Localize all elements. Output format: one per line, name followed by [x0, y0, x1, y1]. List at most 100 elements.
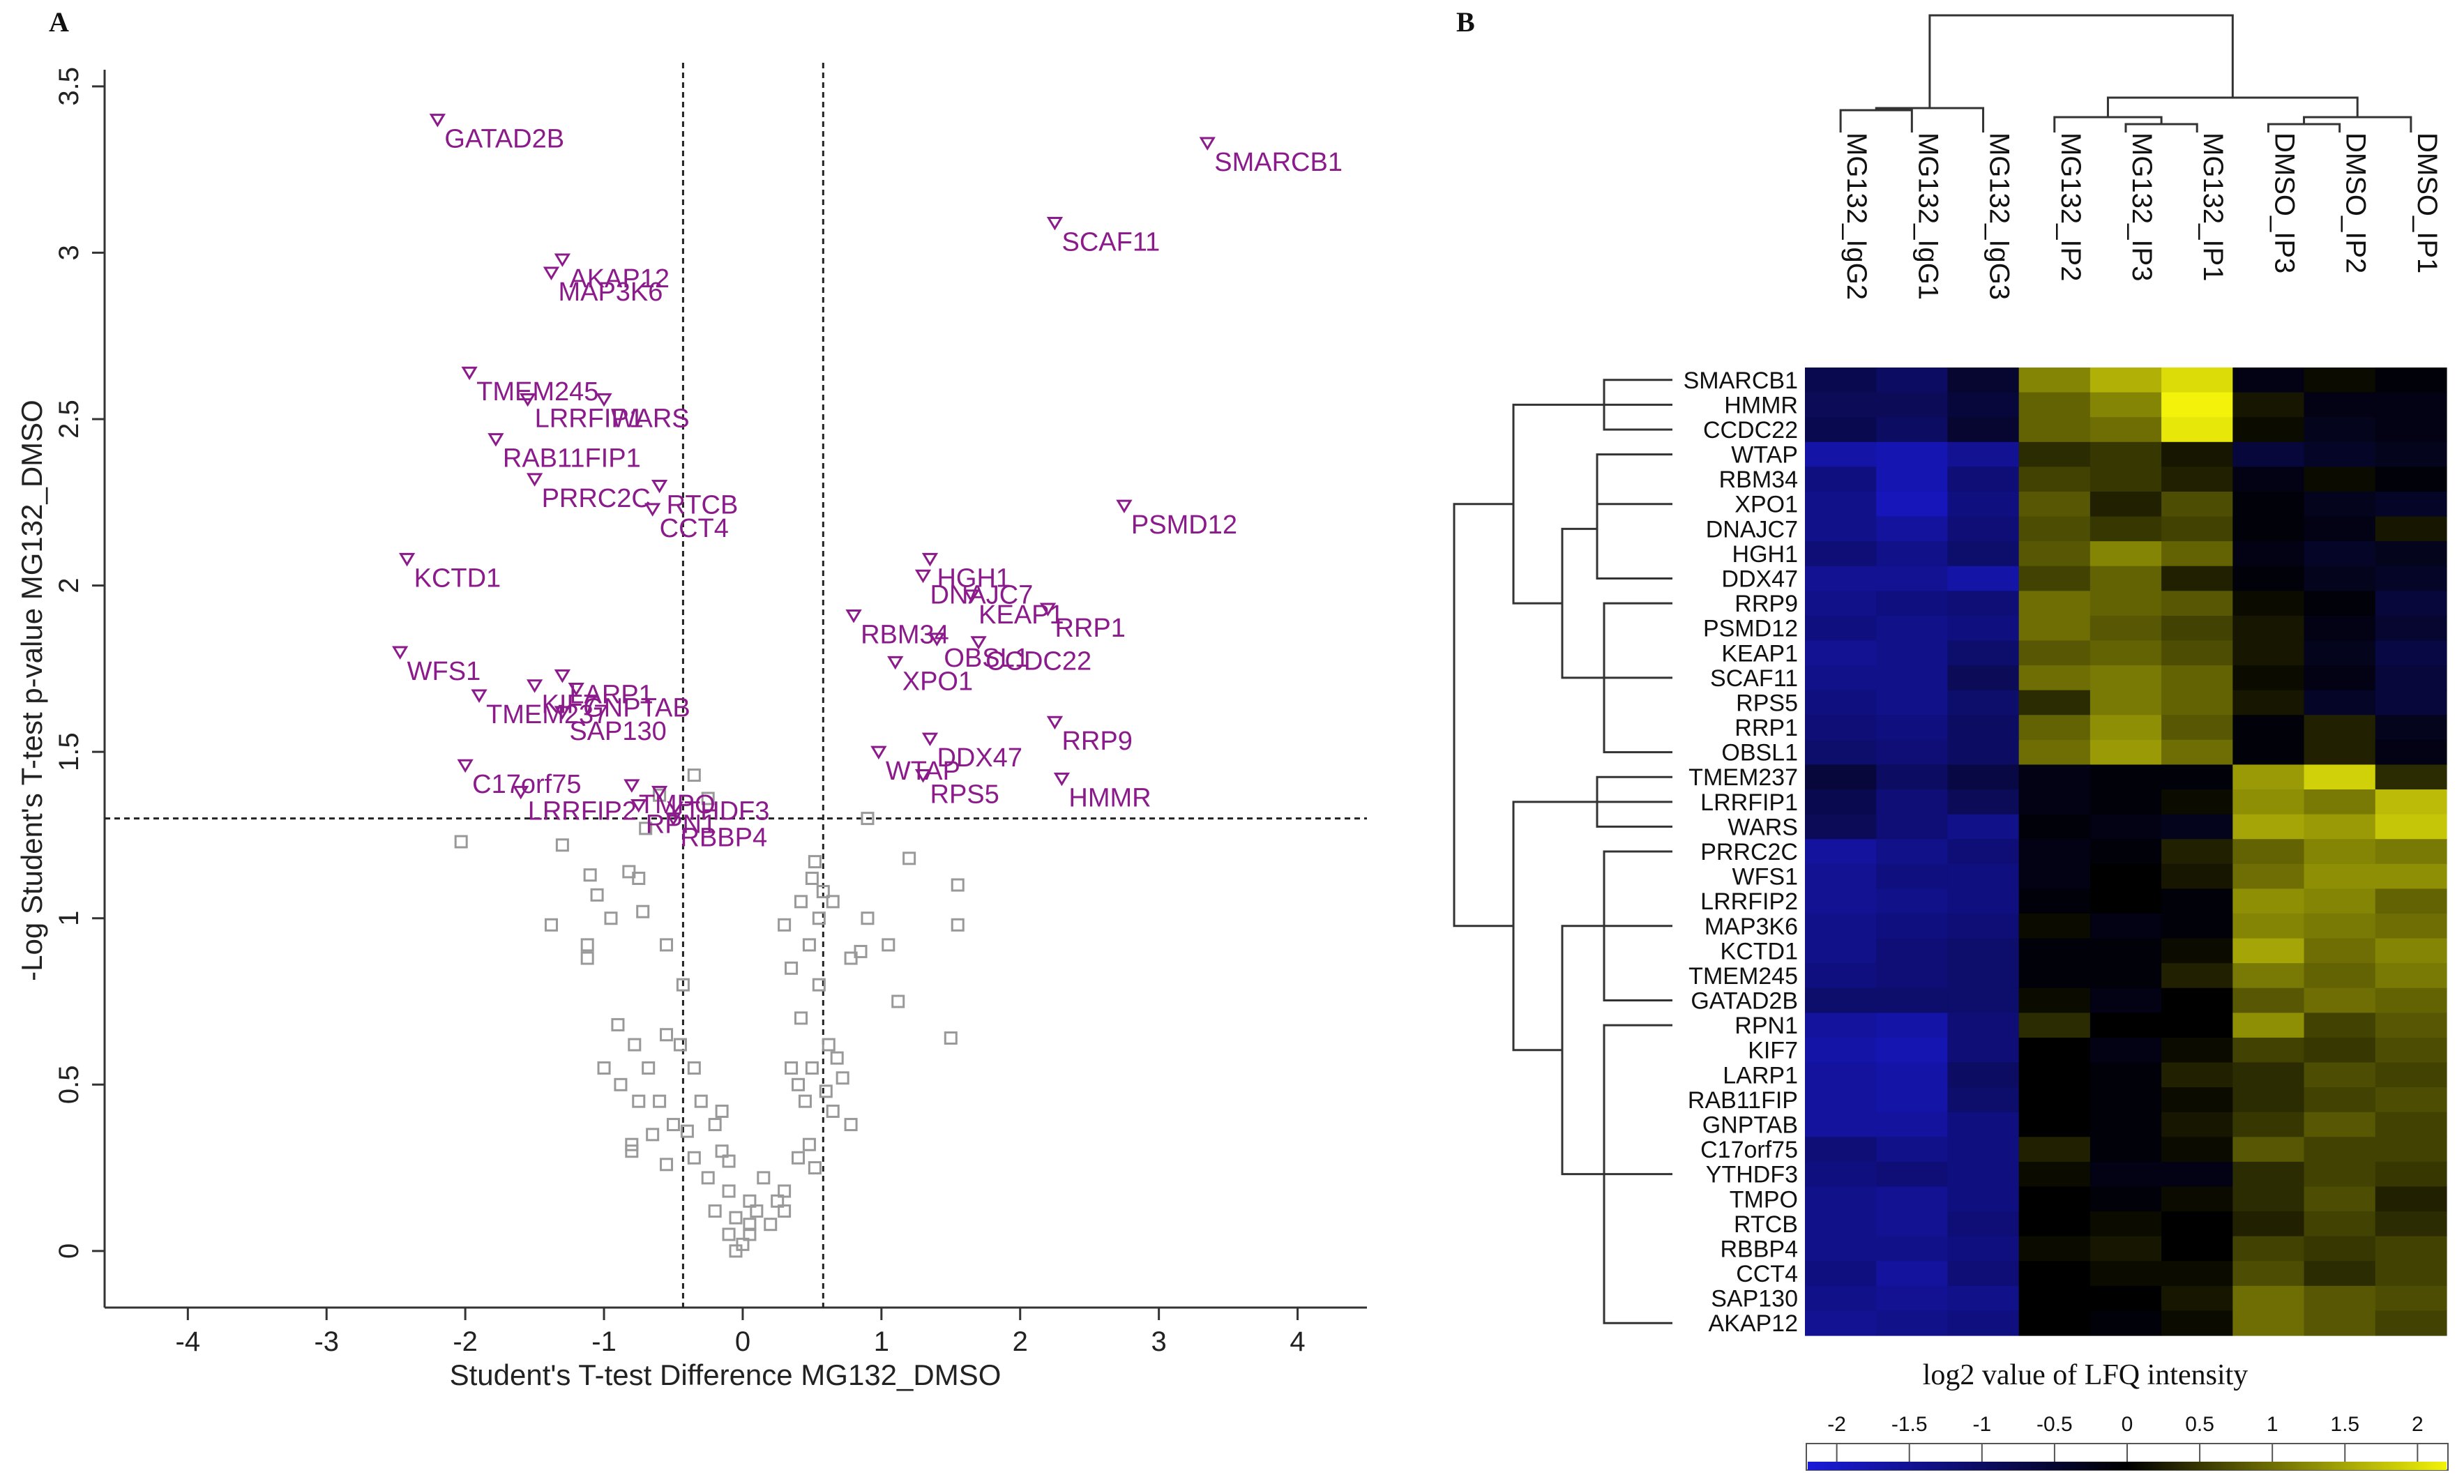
ns-point: [743, 1227, 757, 1241]
gene-label: HGH1: [937, 563, 1011, 593]
heatmap-cell: [1805, 591, 1877, 616]
heatmap-cell: [1947, 863, 2020, 889]
sig-point: [651, 479, 668, 494]
heatmap-cell: [1805, 541, 1877, 567]
row-label: RBM34: [1719, 467, 1798, 493]
heatmap-cell: [2304, 1137, 2376, 1163]
gene-label: PRRC2C: [542, 484, 651, 513]
heatmap-cell: [1876, 764, 1949, 790]
ns-point: [614, 1077, 628, 1091]
ns-point: [812, 978, 826, 992]
ns-point: [639, 821, 653, 835]
heatmap-cell: [2018, 640, 2091, 666]
heatmap-cell: [1805, 1037, 1877, 1063]
heatmap-cell: [1805, 467, 1877, 492]
heatmap-cell: [2304, 715, 2376, 741]
dendro-branch: [1453, 503, 1513, 927]
ns-point: [743, 1218, 757, 1232]
heatmap-cell: [2089, 888, 2162, 914]
ns-point: [792, 1077, 806, 1091]
heatmap-cell: [2089, 814, 2162, 840]
ns-point: [891, 994, 905, 1008]
heatmap-cell: [2018, 441, 2091, 467]
ns-point: [816, 885, 830, 899]
heatmap-cell: [1947, 1087, 2020, 1113]
heatmap-cell: [1876, 591, 1949, 616]
sig-point: [887, 656, 904, 670]
ns-point: [580, 951, 594, 965]
heatmap-cell: [2089, 1261, 2162, 1287]
heatmap-cell: [1876, 541, 1949, 567]
heatmap-cell: [1947, 963, 2020, 989]
heatmap-cell: [1876, 1161, 1949, 1188]
heatmap-cell: [2018, 1137, 2091, 1163]
panel-a-letter: A: [49, 6, 69, 38]
sig-point: [1116, 499, 1133, 513]
gene-label: RPN1: [646, 810, 716, 840]
heatmap-cell: [2375, 467, 2447, 492]
row-label: RRP1: [1734, 715, 1798, 741]
heatmap-cell: [1805, 665, 1877, 691]
heatmap-cell: [1876, 839, 1949, 865]
heatmap-cell: [2232, 368, 2305, 393]
heatmap-cell: [2089, 1112, 2162, 1137]
heatmap-cell: [2089, 516, 2162, 542]
x-tick-label: -2: [453, 1326, 478, 1357]
heatmap-cell: [1947, 467, 2020, 492]
heatmap-cell: [2375, 541, 2447, 567]
heatmap-cell: [1805, 417, 1877, 443]
colorbar-tick-label: -2: [1827, 1413, 1846, 1436]
column-label: MG132_IP3: [2126, 132, 2157, 281]
heatmap-cell: [2089, 764, 2162, 790]
heatmap-cell: [2232, 1087, 2305, 1113]
ns-point: [805, 871, 819, 885]
heatmap-cell: [2089, 591, 2162, 616]
row-label: CCT4: [1736, 1261, 1798, 1287]
heatmap-cell: [2304, 1285, 2376, 1312]
colorbar-legend: log2 value of LFQ intensity -2 -1.5 -1 -0.5…: [1806, 1359, 2449, 1471]
row-label: SCAF11: [1710, 665, 1798, 692]
ns-point: [590, 888, 604, 902]
heatmap-cell: [2089, 1062, 2162, 1088]
heatmap-cell: [1876, 640, 1949, 666]
row-label: C17orf75: [1700, 1137, 1798, 1163]
heatmap-cell: [2089, 491, 2162, 517]
sig-point: [554, 706, 571, 720]
nonsignificant-points: [454, 768, 965, 1258]
ns-point: [743, 1194, 757, 1208]
heatmap-cell: [2089, 467, 2162, 492]
sig-point: [644, 503, 661, 517]
heatmap-cell: [1805, 640, 1877, 666]
gene-label: AKAP12: [569, 264, 670, 294]
ns-point: [778, 1204, 792, 1218]
heatmap-cell: [1947, 566, 2020, 591]
heatmap-cell: [1805, 1013, 1877, 1038]
heatmap-cell: [2304, 516, 2376, 542]
heatmap-cell: [1805, 814, 1877, 840]
column-label: MG132_IP2: [2055, 132, 2086, 281]
y-tick-label: 0: [54, 1243, 84, 1259]
x-tick-label: -1: [591, 1326, 617, 1357]
heatmap-cell: [1947, 1261, 2020, 1287]
heatmap-cell: [2304, 1013, 2376, 1038]
row-label: RPN1: [1734, 1013, 1798, 1039]
sig-point: [568, 683, 584, 697]
heatmap-cell: [1947, 715, 2020, 741]
colorbar-tick-label: -1.5: [1891, 1413, 1928, 1436]
colorbar-tick-label: 2: [2412, 1413, 2424, 1436]
heatmap-cell: [2089, 368, 2162, 393]
ns-point: [722, 1184, 736, 1198]
ns-point: [660, 938, 674, 952]
gene-label: OBSL1: [944, 644, 1029, 673]
heatmap-cell: [2375, 739, 2447, 766]
heatmap-cell: [1876, 690, 1949, 716]
sig-point: [1046, 716, 1064, 730]
sig-point: [870, 745, 887, 760]
heatmap-cell: [2304, 541, 2376, 567]
heatmap-cell: [1876, 789, 1949, 815]
ns-point: [757, 1171, 771, 1185]
row-label: AKAP12: [1708, 1310, 1798, 1337]
ns-point: [715, 1104, 729, 1118]
heatmap-cell: [2018, 615, 2091, 642]
ns-point: [622, 865, 636, 879]
